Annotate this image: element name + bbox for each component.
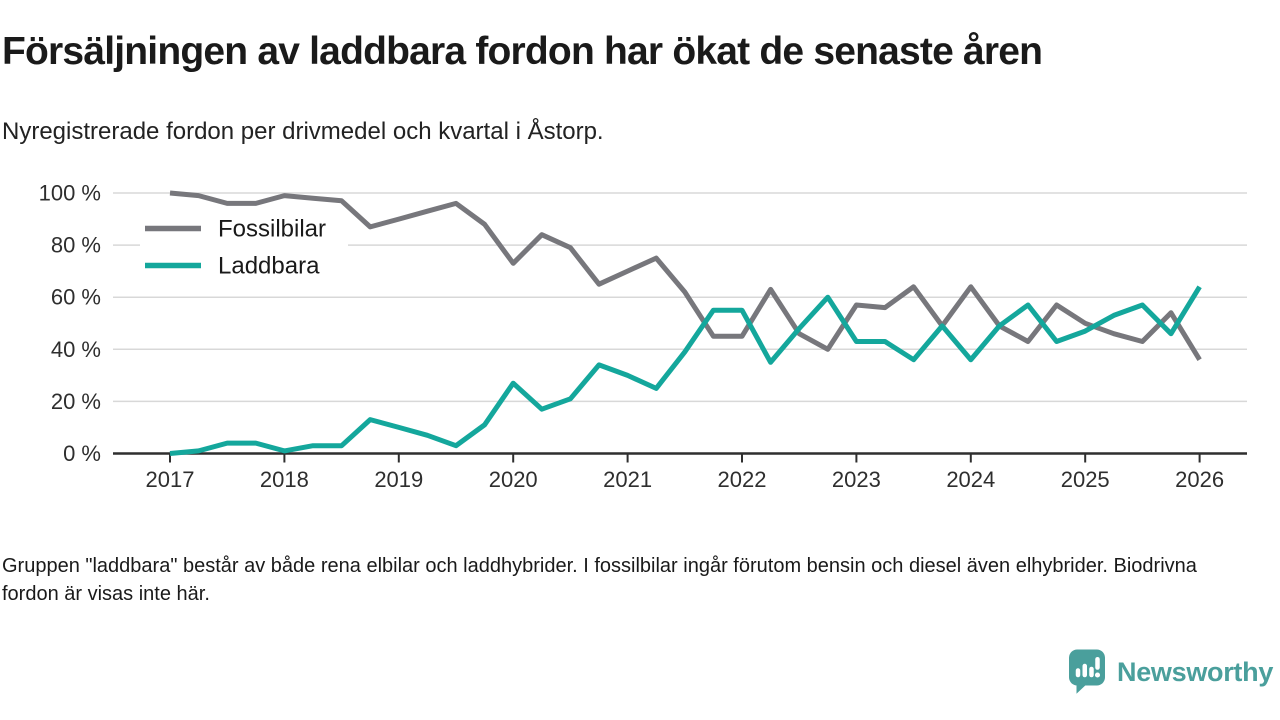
footnote: Gruppen "laddbara" består av både rena e… xyxy=(2,555,1197,605)
x-tick-label: 2025 xyxy=(1061,467,1110,492)
y-tick-label: 80 % xyxy=(51,233,101,258)
legend-background xyxy=(140,214,348,284)
x-tick-label: 2023 xyxy=(832,467,881,492)
series-line-laddbara xyxy=(169,285,1202,456)
y-tick-label: 40 % xyxy=(51,337,101,362)
legend-label-fossilbilar: Fossilbilar xyxy=(218,216,326,243)
series-line-fossilbilar xyxy=(169,190,1202,362)
y-tick-label: 60 % xyxy=(51,285,101,310)
x-tick-label: 2019 xyxy=(374,467,423,492)
x-tick-label: 2026 xyxy=(1175,467,1224,492)
newsworthy-logo-icon xyxy=(1069,649,1105,694)
x-tick-label: 2017 xyxy=(146,467,195,492)
brand-name: Newsworthy xyxy=(1117,656,1274,687)
legend-label-laddbara: Laddbara xyxy=(218,253,320,280)
y-tick-label: 0 % xyxy=(63,441,101,466)
brand-logo: Newsworthy xyxy=(1066,648,1273,696)
x-tick-label: 2018 xyxy=(260,467,309,492)
x-tick-label: 2022 xyxy=(718,467,767,492)
x-tick-label: 2020 xyxy=(489,467,538,492)
chart-subtitle: Nyregistrerade fordon per drivmedel och … xyxy=(2,118,604,145)
x-tick-label: 2021 xyxy=(603,467,652,492)
x-tick-label: 2024 xyxy=(946,467,995,492)
y-tick-label: 20 % xyxy=(51,389,101,414)
page-title: Försäljningen av laddbara fordon har öka… xyxy=(2,30,1043,73)
y-tick-label: 100 % xyxy=(39,181,101,206)
